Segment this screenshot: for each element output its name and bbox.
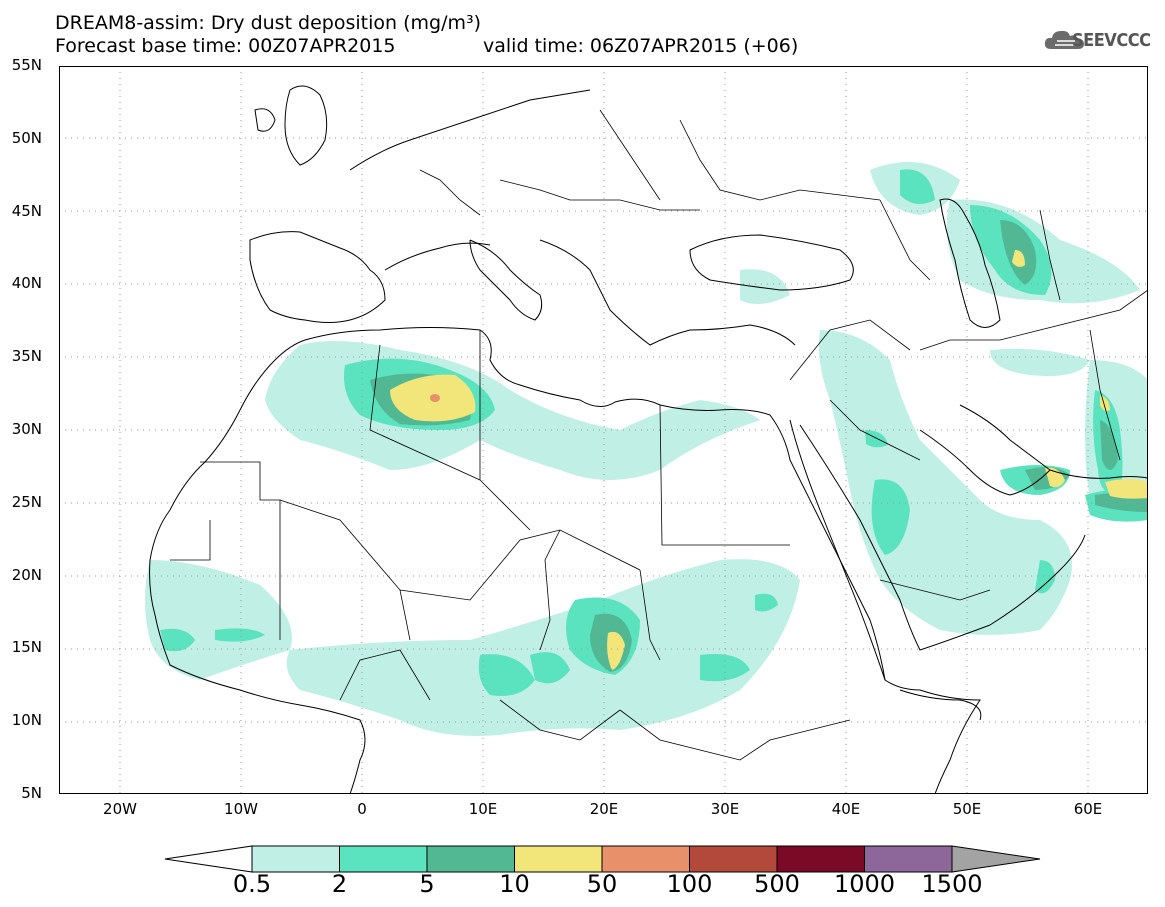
colorbar-label: 50 — [586, 870, 618, 898]
coastlines — [149, 85, 1148, 794]
map-frame — [59, 66, 1148, 794]
valid-time: valid time: 06Z07APR2015 (+06) — [483, 35, 799, 57]
colorbar-label: 5 — [419, 870, 435, 898]
colorbar — [164, 845, 1041, 873]
lon-label: 10W — [224, 800, 258, 818]
lon-label: 0 — [357, 800, 367, 818]
colorbar-swatch — [251, 845, 340, 873]
graticule — [59, 66, 1148, 794]
colorbar-label: 1000 — [833, 870, 896, 898]
logo-text: SEEVCCC — [1072, 30, 1151, 51]
colorbar-swatch — [601, 845, 690, 873]
colorbar-swatch — [514, 845, 603, 873]
colorbar-swatch — [689, 845, 778, 873]
cloud-logo-icon — [1044, 30, 1084, 49]
lon-label: 20W — [103, 800, 137, 818]
country-borders — [170, 109, 1148, 761]
colorbar-label: 2 — [331, 870, 348, 898]
lat-label: 25N — [11, 492, 42, 511]
lon-label: 50E — [952, 800, 982, 818]
lat-label: 5N — [21, 784, 42, 802]
lat-label: 45N — [11, 201, 42, 220]
colorbar-high-arrow — [951, 845, 1041, 873]
lat-label: 40N — [11, 274, 42, 293]
colorbar-label: 10 — [499, 870, 530, 898]
dust-level-50 — [430, 394, 440, 402]
lat-label: 30N — [11, 420, 42, 438]
lon-label: 30E — [710, 800, 740, 818]
forecast-base-time: Forecast base time: 00Z07APR2015 — [55, 35, 396, 57]
lat-label: 10N — [11, 711, 42, 730]
lat-label: 35N — [11, 347, 42, 366]
colorbar-label: 0.5 — [232, 870, 272, 898]
lat-label: 20N — [11, 565, 42, 584]
colorbar-swatch — [864, 845, 953, 873]
colorbar-swatch — [339, 845, 428, 873]
colorbar-swatch — [426, 845, 515, 873]
lon-label: 20E — [589, 800, 619, 818]
lon-label: 60E — [1073, 800, 1103, 818]
colorbar-label: 1500 — [921, 870, 983, 898]
lat-label: 55N — [11, 56, 42, 74]
map-title: DREAM8-assim: Dry dust deposition (mg/m³… — [55, 12, 482, 34]
colorbar-label: 500 — [754, 870, 800, 898]
colorbar-low-arrow — [164, 845, 253, 873]
lat-label: 50N — [11, 128, 42, 147]
lat-label: 15N — [11, 638, 42, 657]
colorbar-label: 100 — [666, 870, 713, 898]
lon-label: 40E — [831, 800, 861, 818]
lon-label: 10E — [468, 800, 498, 818]
colorbar-swatch — [776, 845, 865, 873]
